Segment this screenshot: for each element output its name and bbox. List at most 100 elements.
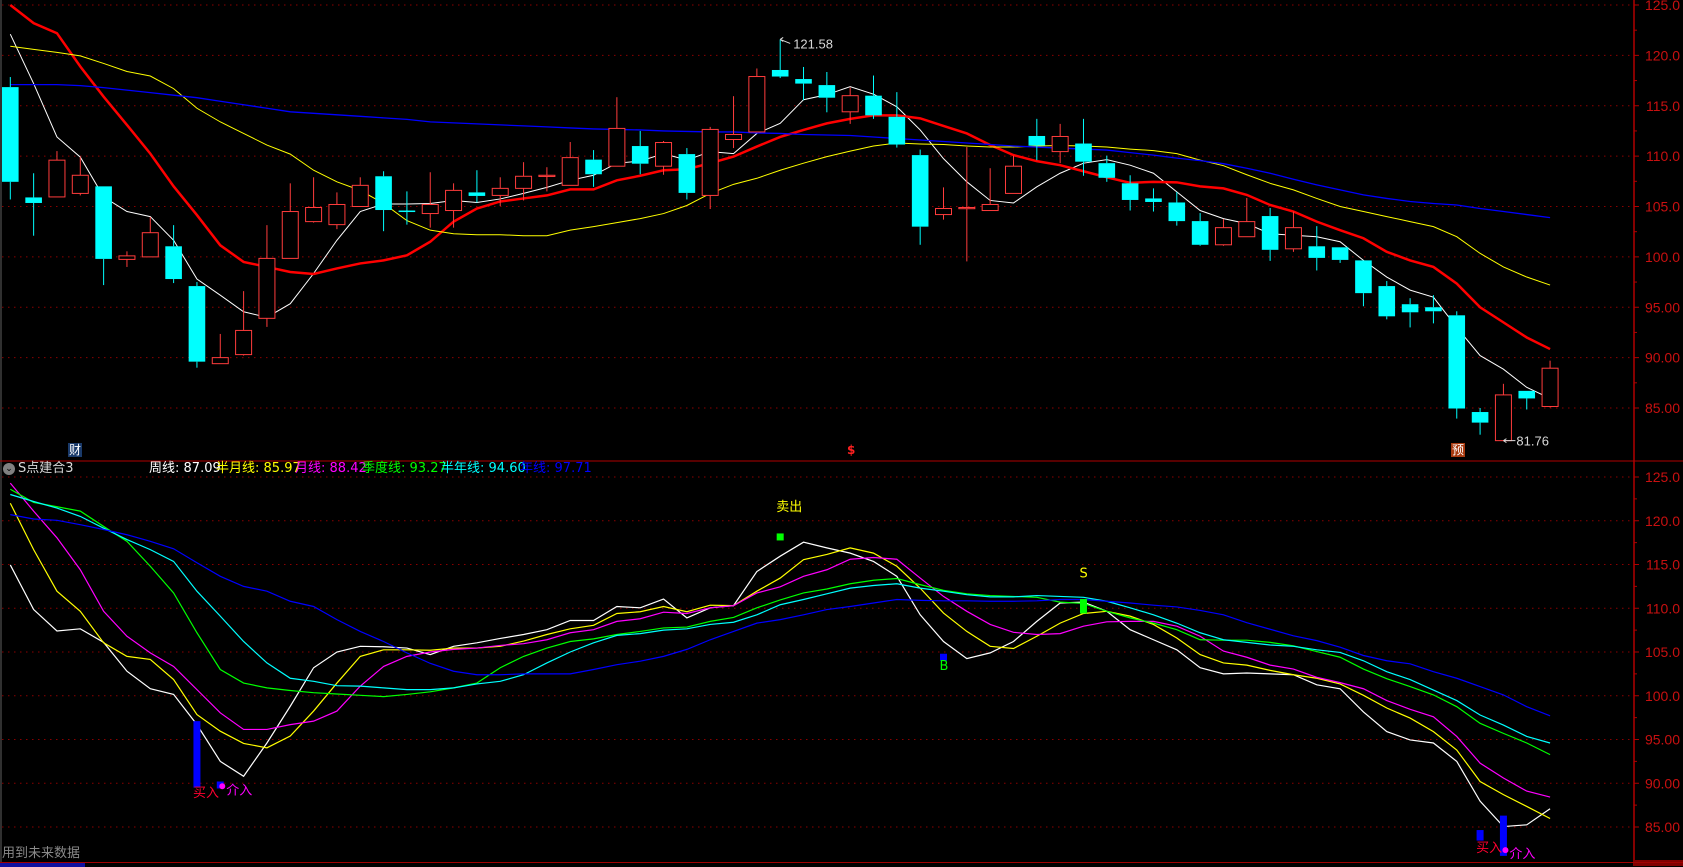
candle[interactable] <box>818 71 836 113</box>
y-tick-label: 110.0 <box>1646 600 1680 616</box>
candle[interactable] <box>631 130 649 175</box>
forecast-marker[interactable]: 预 <box>1451 443 1466 457</box>
candle[interactable] <box>48 151 66 198</box>
candle[interactable] <box>1075 118 1092 176</box>
active-tab[interactable] <box>0 863 85 867</box>
signal-label: 介入 <box>226 783 252 798</box>
candle[interactable] <box>725 96 743 149</box>
candle[interactable] <box>281 183 299 259</box>
indicator-line-年线 <box>10 514 1551 717</box>
indicator-line-月线 <box>9 482 1551 798</box>
candle[interactable] <box>421 172 439 228</box>
candle[interactable] <box>841 87 859 124</box>
candle-body <box>561 157 579 186</box>
signal-square <box>940 653 947 661</box>
candle-body <box>1121 183 1139 200</box>
candle-body <box>585 159 602 175</box>
candle[interactable] <box>1121 175 1139 211</box>
candle[interactable] <box>398 191 416 225</box>
candle[interactable] <box>678 148 696 200</box>
candle[interactable] <box>1355 260 1372 307</box>
legend-weekly: 周线: 87.09 <box>149 459 221 479</box>
candle[interactable] <box>1425 295 1442 324</box>
signal-dot <box>1502 847 1509 854</box>
candle[interactable] <box>118 251 136 267</box>
candle[interactable] <box>1541 360 1559 408</box>
candle[interactable] <box>1308 226 1326 271</box>
candle[interactable] <box>1168 191 1186 226</box>
candle[interactable] <box>1051 123 1069 164</box>
candle-body <box>211 357 229 365</box>
candle[interactable] <box>1004 155 1022 194</box>
candle[interactable] <box>1471 408 1489 435</box>
candle[interactable] <box>235 291 253 356</box>
moving-average-line <box>10 45 1551 286</box>
candle[interactable] <box>795 66 812 101</box>
candle[interactable] <box>585 150 602 187</box>
candle[interactable] <box>165 225 182 284</box>
candle[interactable] <box>538 167 556 192</box>
candle[interactable] <box>515 162 533 201</box>
indicator-name[interactable]: S点建合3 <box>18 461 74 476</box>
candle-body <box>865 95 882 116</box>
candle[interactable] <box>1448 311 1466 419</box>
candle[interactable] <box>935 187 952 220</box>
legend-month: 月线: 88.42 <box>295 459 367 479</box>
candle[interactable] <box>328 192 346 230</box>
y-tick-label: 85.00 <box>1645 400 1680 416</box>
candle[interactable] <box>211 333 229 365</box>
candle-body <box>235 329 253 356</box>
candle-body <box>1541 367 1559 407</box>
candle[interactable] <box>608 97 626 167</box>
finance-marker[interactable]: 财 <box>68 443 83 457</box>
candle[interactable] <box>1284 211 1302 252</box>
candle[interactable] <box>95 186 112 286</box>
candle-body <box>1168 202 1186 222</box>
candle[interactable] <box>491 177 509 206</box>
signal-label: 买入 <box>193 786 219 801</box>
candle[interactable] <box>865 75 882 119</box>
bottom-tab-bar[interactable] <box>0 862 1683 867</box>
candle[interactable] <box>71 157 89 196</box>
candle-body <box>375 176 392 211</box>
y-tick-label: 115.0 <box>1646 98 1680 114</box>
candle[interactable] <box>981 168 999 212</box>
candle[interactable] <box>911 149 929 245</box>
candle[interactable] <box>655 141 673 175</box>
candle[interactable] <box>1401 298 1419 328</box>
candle[interactable] <box>1238 197 1256 238</box>
candle[interactable] <box>958 147 976 262</box>
candle[interactable] <box>1214 219 1232 246</box>
candle[interactable] <box>771 39 789 79</box>
candle[interactable] <box>561 142 579 186</box>
candle[interactable] <box>445 183 463 228</box>
candle[interactable] <box>748 68 766 133</box>
candle[interactable] <box>2 77 19 200</box>
candle[interactable] <box>468 170 486 203</box>
candle[interactable] <box>1331 247 1349 263</box>
candle[interactable] <box>351 177 369 207</box>
legend-year: 年线: 97.71 <box>520 459 592 479</box>
candle[interactable] <box>375 171 392 232</box>
legend-value: 88.42 <box>329 461 367 476</box>
candle[interactable] <box>305 177 323 223</box>
candle[interactable] <box>1191 213 1209 246</box>
candle[interactable] <box>1145 188 1162 212</box>
candle[interactable] <box>258 225 276 327</box>
candle[interactable] <box>25 173 42 236</box>
candle-body <box>95 186 112 259</box>
candle[interactable] <box>701 126 719 210</box>
candle[interactable] <box>1261 208 1279 261</box>
candle[interactable] <box>888 92 906 148</box>
chevron-down-icon[interactable]: ⌄ <box>3 463 15 475</box>
candle[interactable] <box>188 282 206 368</box>
candle[interactable] <box>1028 118 1046 161</box>
candle[interactable] <box>1378 281 1396 320</box>
y-tick-label: 120.0 <box>1645 47 1680 63</box>
candle[interactable] <box>1494 383 1512 442</box>
candle[interactable] <box>141 217 159 258</box>
candle[interactable] <box>1098 155 1116 182</box>
dollar-marker[interactable]: $ <box>847 443 856 457</box>
candle[interactable] <box>1518 390 1536 410</box>
